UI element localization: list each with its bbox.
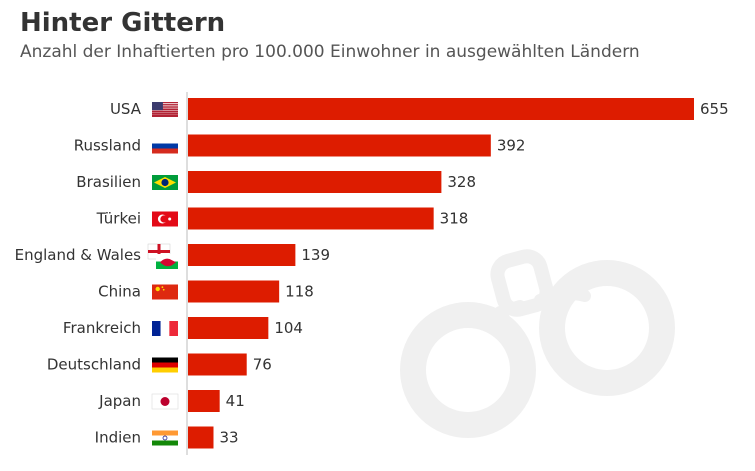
japan-flag-icon (151, 393, 179, 410)
china-flag-icon (152, 284, 178, 300)
value-label: 655 (700, 100, 729, 118)
germany-flag-icon (152, 357, 178, 373)
value-label: 328 (447, 173, 476, 191)
value-label: 318 (440, 210, 469, 228)
category-label: Türkei (96, 210, 141, 228)
bar (188, 280, 280, 303)
value-label: 41 (226, 392, 245, 410)
category-label: Deutschland (47, 356, 141, 374)
bar (188, 207, 434, 230)
chart-title: Hinter Gittern (20, 8, 226, 38)
bar (188, 390, 220, 412)
category-label: England & Wales (15, 246, 142, 264)
category-label: Indien (95, 429, 141, 447)
bar (188, 426, 214, 449)
bar (188, 244, 296, 266)
chart-subtitle: Anzahl der Inhaftierten pro 100.000 Einw… (20, 42, 640, 62)
turkey-flag-icon (152, 211, 178, 227)
value-label: 104 (274, 319, 303, 337)
bar (188, 98, 694, 120)
france-flag-icon (152, 321, 178, 336)
bar (188, 317, 269, 339)
india-flag-icon (152, 430, 178, 446)
bar (188, 134, 491, 157)
category-label: China (98, 283, 141, 301)
value-label: 392 (497, 137, 526, 155)
bar (188, 353, 247, 376)
category-label: Russland (74, 137, 141, 155)
category-label: Japan (98, 392, 141, 410)
brazil-flag-icon (152, 175, 178, 190)
value-label: 139 (301, 246, 330, 264)
russia-flag-icon (152, 138, 178, 154)
england-wales-flag-icon (147, 243, 178, 269)
value-label: 33 (219, 429, 238, 447)
value-label: 76 (253, 356, 272, 374)
value-label: 118 (285, 283, 314, 301)
us-flag-icon (152, 102, 178, 117)
handcuffs-icon (400, 249, 675, 438)
bar (188, 171, 442, 193)
category-label: Brasilien (76, 173, 141, 191)
category-label: USA (110, 100, 142, 118)
category-label: Frankreich (63, 319, 141, 337)
